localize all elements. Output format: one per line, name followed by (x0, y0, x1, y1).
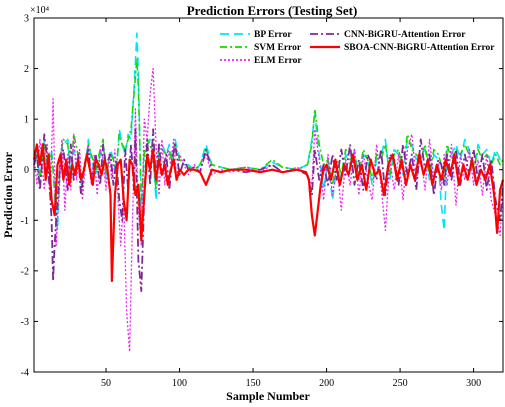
legend-label: SVM Error (254, 43, 302, 53)
chart-title: Prediction Errors (Testing Set) (187, 3, 358, 18)
y-axis-multiplier: ×10⁴ (30, 5, 50, 16)
legend-label: CNN-BiGRU-Attention Error (344, 30, 466, 40)
axes: -4 -3 -2 -1 0 1 2 3 50 100 150 200 250 300 (21, 14, 503, 389)
legend-label: BP Error (254, 30, 292, 40)
y-tick-label: -2 (21, 266, 29, 277)
series-line-5 (32, 143, 505, 283)
legend-label: SBOA-CNN-BiGRU-Attention Error (344, 43, 495, 53)
series-line-3 (33, 67, 504, 353)
plot-lines (32, 32, 505, 353)
x-tick-label: 150 (246, 378, 261, 389)
x-tick-label: 250 (393, 378, 408, 389)
legend: BP Error SVM Error ELM Error CNN-BiGRU-Atte… (220, 30, 495, 66)
y-tick-label: -3 (21, 317, 29, 328)
y-tick-label: 2 (24, 64, 29, 75)
y-axis-label: Prediction Error (1, 151, 15, 238)
y-tick-label: -4 (21, 368, 29, 379)
x-axis-label: Sample Number (226, 389, 310, 403)
plot-frame (33, 17, 504, 373)
x-tick-label: 300 (466, 378, 481, 389)
y-tick-label: 0 (24, 165, 29, 176)
x-tick-label: 50 (101, 378, 111, 389)
x-tick-label: 100 (172, 378, 187, 389)
y-tick-label: 1 (24, 115, 29, 126)
y-tick-label: 3 (24, 14, 29, 25)
x-tick-label: 200 (319, 378, 334, 389)
y-tick-label: -1 (21, 216, 29, 227)
series-line-2 (33, 57, 504, 211)
legend-label: ELM Error (254, 56, 302, 66)
